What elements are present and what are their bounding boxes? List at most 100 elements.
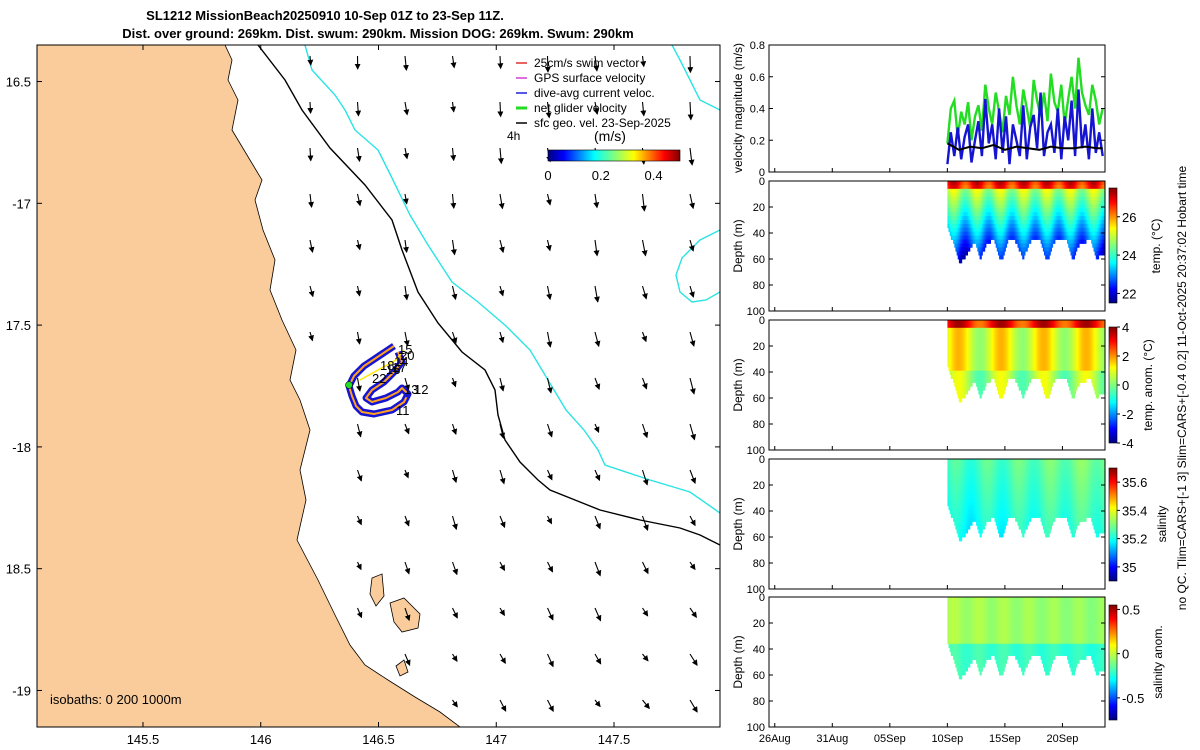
heatmap-cell [1008,200,1011,205]
heatmap-cell [969,231,972,236]
geo-velocity-arrow [403,101,410,116]
heatmap-cell [1044,235,1047,240]
heatmap-cell [1056,347,1059,352]
heatmap-cell [962,386,965,391]
heatmap-cell [1003,231,1006,236]
heatmap-cell [989,327,993,333]
heatmap-cell [1003,323,1006,329]
heatmap-cell [1015,227,1018,233]
heatmap-cell [996,327,999,333]
heatmap-cell [1023,362,1026,368]
heatmap-cell [1069,243,1072,248]
isobath-200m [257,45,720,546]
heatmap-cell [987,351,990,356]
heatmap-cell [1034,231,1037,236]
heatmap-cell [953,474,956,479]
heatmap-cell [978,335,981,340]
heatmap-cell [1073,359,1077,364]
heatmap-cell [1057,343,1060,348]
heatmap-cell [1034,323,1037,329]
heatmap-cell [1015,192,1018,197]
heatmap-cell [1017,239,1020,244]
heatmap-cell [1047,255,1050,260]
heatmap-cell [1041,382,1044,387]
heatmap-cell [1003,355,1006,360]
geo-velocity-arrow [451,515,458,531]
heatmap-cell [1039,347,1042,352]
heatmap-cell [1044,386,1047,391]
heatmap-cell [996,200,999,205]
heatmap-cell [1060,184,1063,190]
heatmap-cell [1080,374,1083,379]
heatmap-cell [1068,339,1071,344]
heatmap-cell [1083,239,1086,244]
heatmap-cell [1055,323,1058,329]
heatmap-cell [1045,196,1048,201]
heatmap-cell [962,394,965,399]
heatmap-cell [1008,231,1011,236]
heatmap-cell [1010,181,1013,186]
heatmap-cell [1056,339,1059,344]
heatmap-cell [1021,366,1024,372]
heatmap-cell [1068,220,1071,225]
heatmap-cell [989,347,993,352]
heatmap-cell [1092,327,1095,333]
heatmap-cell [989,366,993,372]
heatmap-cell [1046,390,1049,395]
heatmap-cell [1056,196,1059,201]
heatmap-cell [980,227,983,233]
heatmap-cell [955,247,958,252]
heatmap-cell [955,382,958,387]
heatmap-cell [1037,192,1040,197]
heatmap-cell [964,370,967,375]
heatmap-cell [956,184,959,190]
heatmap-cell [953,462,956,468]
heatmap-cell [1023,347,1026,352]
heatmap-cell [1012,359,1016,364]
heatmap-cell [980,374,983,379]
heatmap-cell [979,220,982,225]
heatmap-cell [1073,343,1077,348]
heatmap-cell [1060,355,1063,360]
heatmap-cell [1064,196,1067,201]
heatmap-cell [962,184,965,190]
heatmap-cell [956,204,959,209]
heatmap-cell [987,355,990,360]
heatmap-cell [999,320,1002,325]
heatmap-cell [1034,192,1037,197]
heatmap-cell [991,188,994,194]
heatmap-cell [1080,370,1083,375]
heatmap-cell [1092,320,1095,325]
heatmap-cell [1091,362,1094,368]
heatmap-cell [1046,355,1049,360]
heatmap-cell [1101,374,1104,379]
heatmap-cell [1014,362,1017,368]
heatmap-cell [1041,208,1044,213]
heatmap-cell [1087,188,1090,194]
heatmap-cell [1068,243,1071,248]
heatmap-cell [1012,323,1016,329]
heatmap-cell [1001,394,1004,399]
heatmap-cell [1041,362,1044,368]
heatmap-cell [991,192,994,197]
heatmap-cell [1099,327,1102,333]
heatmap-cell [948,459,951,464]
heatmap-cell [979,378,982,383]
heatmap-cell [1067,378,1070,383]
heatmap-cell [1010,370,1013,375]
heatmap-cell [1083,339,1086,344]
heatmap-cell [1090,235,1093,240]
heatmap-cell [1085,192,1088,197]
heatmap-cell [962,378,965,383]
heatmap-cell [985,359,988,364]
heatmap-cell [1041,366,1044,372]
heatmap-cell [999,374,1002,379]
heatmap-cell [1044,382,1047,387]
heatmap-cell [1069,223,1072,229]
heatmap-cell [1087,359,1090,364]
heatmap-cell [1041,200,1044,205]
heatmap-cell [1041,351,1044,356]
heatmap-cell [1083,200,1086,205]
heatmap-cell [983,247,986,252]
